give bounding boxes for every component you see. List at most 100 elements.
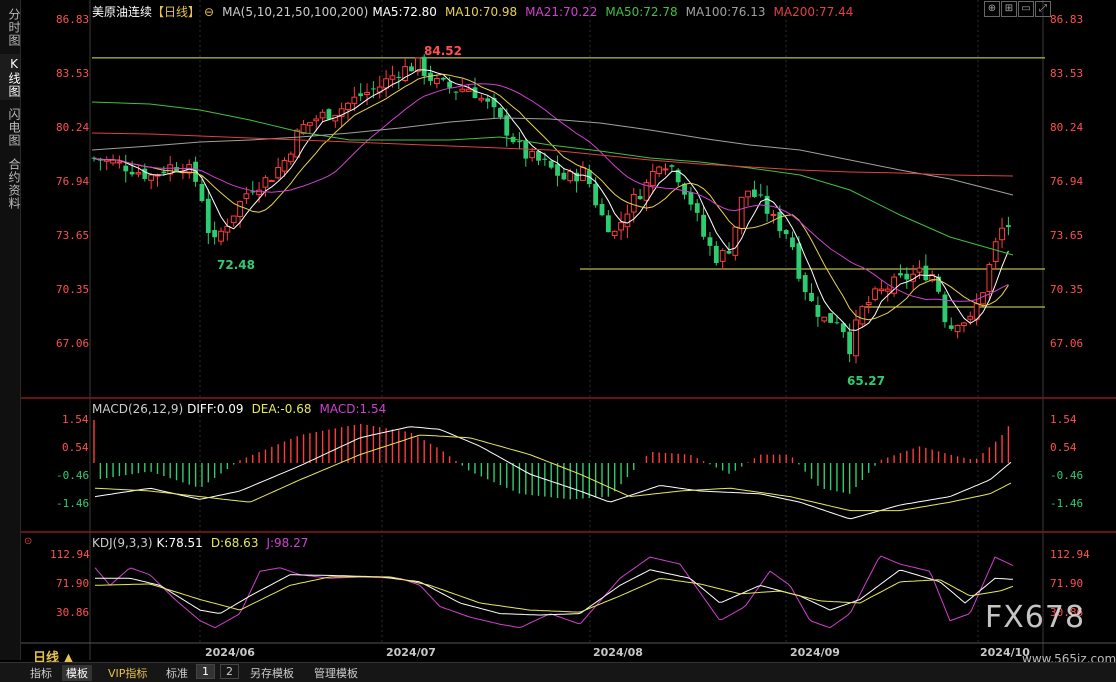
ma50-line: [91, 101, 1014, 256]
price-axis-left-3: 76.94: [56, 175, 90, 188]
kdj-k: K:78.51: [156, 536, 203, 550]
macd-axis-left-2: -0.46: [56, 469, 90, 482]
ma5-value: MA5:72.80: [372, 5, 437, 19]
price-axis-right-2: 80.24: [1050, 121, 1084, 134]
candle-body-131: [923, 265, 929, 281]
candle-body-6: [129, 171, 135, 175]
macd-axis-right-1: 0.54: [1050, 441, 1077, 454]
page-1-button[interactable]: 1: [196, 664, 215, 679]
candle-body-4: [116, 161, 123, 164]
candle-body-132: [929, 274, 936, 282]
kdj-d-line: [95, 576, 1014, 613]
candle-body-79: [593, 183, 599, 206]
candle-body-12: [167, 164, 174, 175]
candle-body-74: [561, 172, 567, 180]
candle-body-107: [770, 213, 777, 216]
save-template-button[interactable]: 另存模板: [250, 667, 294, 680]
macd-axis-left-1: 0.54: [62, 441, 89, 454]
template-button[interactable]: 模板: [62, 665, 92, 681]
price-axis-left-0: 86.83: [56, 13, 90, 26]
tab-contract-info[interactable]: 合约资料: [7, 158, 21, 210]
candle-body-46: [383, 78, 390, 89]
kdj-axis-left-2: 30.86: [56, 606, 90, 619]
candle-body-75: [567, 171, 574, 182]
candle-body-9: [148, 174, 155, 181]
x-label-oct: 2024/10: [980, 646, 1030, 659]
candle-body-43: [364, 91, 370, 95]
candle-body-109: [783, 230, 789, 235]
candle-body-112: [802, 275, 808, 293]
page-2-button[interactable]: 2: [220, 664, 239, 679]
candle-body-40: [345, 102, 351, 110]
price-axis-right-5: 70.35: [1050, 283, 1084, 296]
kdj-axis-right-1: 71.90: [1050, 577, 1084, 590]
candle-body-71: [542, 158, 548, 160]
tab-timeshare[interactable]: 分时图: [7, 7, 21, 47]
tab-flash[interactable]: 闪电图: [7, 107, 21, 147]
candle-body-13: [174, 167, 179, 172]
candle-body-113: [809, 292, 814, 301]
standard-button[interactable]: 标准: [166, 667, 188, 680]
candle-body-130: [916, 267, 923, 273]
candle-body-98: [713, 245, 719, 263]
chart-canvas[interactable]: [0, 0, 1116, 662]
candle-body-136: [954, 325, 961, 333]
x-label-jun: 2024/06: [205, 646, 255, 659]
candle-body-126: [891, 276, 898, 294]
period-tag: 【日线】: [152, 5, 201, 19]
candle-body-59: [465, 88, 472, 92]
candle-body-134: [942, 294, 948, 323]
candle-body-33: [300, 124, 307, 135]
ma100-value: MA100:76.13: [685, 5, 766, 19]
candle-body-101: [732, 226, 739, 256]
ma100-line: [91, 117, 1014, 196]
candle-body-138: [967, 315, 974, 320]
ma10-value: MA10:70.98: [444, 5, 518, 19]
candle-body-35: [313, 118, 320, 122]
price-axis-right-4: 73.65: [1050, 229, 1084, 242]
macd-axis-left-3: -1.46: [56, 497, 90, 510]
candle-body-118: [840, 323, 846, 333]
candle-body-32: [294, 129, 301, 158]
low-annotation-2: 65.27: [847, 374, 885, 388]
settings-icon[interactable]: ⊖: [204, 5, 215, 19]
zoom-icon[interactable]: ⊕: [984, 1, 1000, 17]
price-axis-left-5: 70.35: [56, 283, 90, 296]
tab-kline[interactable]: K线图: [0, 54, 21, 100]
candle-body-3: [110, 159, 116, 164]
kdj-settings-icon[interactable]: ⊙: [24, 536, 33, 547]
candle-body-23: [237, 201, 243, 217]
kdj-k-line: [95, 569, 1014, 616]
candle-body-142: [992, 241, 999, 263]
candle-body-36: [319, 111, 326, 119]
candle-body-29: [275, 166, 282, 179]
candle-body-135: [948, 325, 954, 329]
candle-body-72: [548, 160, 554, 168]
candle-body-117: [834, 322, 840, 324]
candle-body-81: [605, 215, 611, 233]
macd-diff-line: [94, 426, 1012, 520]
candle-body-115: [821, 316, 828, 322]
grid-icon[interactable]: ⊞: [1001, 1, 1017, 17]
expand-icon[interactable]: ⤢: [1035, 1, 1051, 17]
candle-body-125: [884, 288, 891, 292]
manage-template-button[interactable]: 管理模板: [314, 667, 358, 680]
candle-body-50: [409, 66, 414, 72]
kdj-axis-right-0: 112.94: [1050, 548, 1090, 561]
candle-body-55: [440, 77, 446, 80]
price-axis-right-6: 67.06: [1050, 337, 1084, 350]
layout-icon[interactable]: ▭: [1018, 1, 1034, 17]
x-label-jul: 2024/07: [386, 646, 436, 659]
candle-body-116: [828, 313, 833, 323]
x-label-sep: 2024/09: [790, 646, 840, 659]
candle-body-91: [669, 165, 675, 167]
indicator-button[interactable]: 指标: [30, 667, 52, 680]
candle-body-99: [719, 250, 726, 262]
candle-body-86: [637, 196, 643, 200]
candle-body-122: [865, 302, 872, 306]
candle-body-103: [745, 190, 751, 198]
vip-indicator-button[interactable]: VIP指标: [108, 667, 148, 680]
macd-diff: DIFF:0.09: [187, 402, 244, 416]
candle-body-67: [517, 141, 522, 143]
candle-body-52: [421, 56, 427, 76]
